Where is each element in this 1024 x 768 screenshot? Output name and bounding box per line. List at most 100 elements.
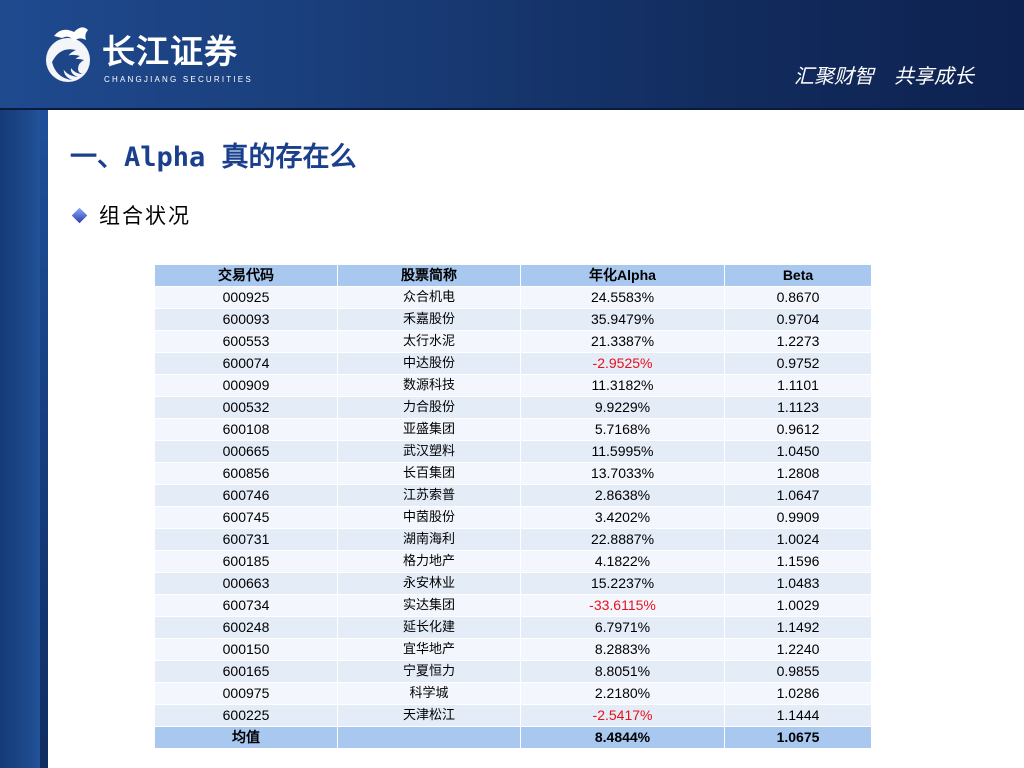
table-row: 000909 数源科技 11.3182% 1.1101 xyxy=(154,374,872,397)
cell-beta: 1.0647 xyxy=(724,484,872,507)
cell-alpha: 5.7168% xyxy=(520,418,725,441)
cell-name: 实达集团 xyxy=(337,594,521,617)
cell-alpha: 15.2237% xyxy=(520,572,725,595)
cell-alpha: 9.9229% xyxy=(520,396,725,419)
table-row: 600093 禾嘉股份 35.9479% 0.9704 xyxy=(154,308,872,331)
cell-name: 众合机电 xyxy=(337,286,521,309)
left-frame-stripe xyxy=(40,110,48,768)
table-row: 000665 武汉塑料 11.5995% 1.0450 xyxy=(154,440,872,463)
footer-alpha: 8.4844% xyxy=(520,726,725,749)
cell-alpha: -33.6115% xyxy=(520,594,725,617)
cell-name: 禾嘉股份 xyxy=(337,308,521,331)
logo-text-en: CHANGJIANG SECURITIES xyxy=(104,75,253,84)
cell-code: 600074 xyxy=(154,352,338,375)
cell-beta: 0.9855 xyxy=(724,660,872,683)
footer-beta: 1.0675 xyxy=(724,726,872,749)
section-subtitle: 组合状况 xyxy=(99,204,191,228)
cell-beta: 1.0029 xyxy=(724,594,872,617)
cell-beta: 0.9612 xyxy=(724,418,872,441)
table-row: 600856 长百集团 13.7033% 1.2808 xyxy=(154,462,872,485)
cell-name: 宁夏恒力 xyxy=(337,660,521,683)
footer-name xyxy=(337,726,521,749)
cell-name: 天津松江 xyxy=(337,704,521,727)
cell-alpha: 4.1822% xyxy=(520,550,725,573)
table-row: 000925 众合机电 24.5583% 0.8670 xyxy=(154,286,872,309)
table-row: 000532 力合股份 9.9229% 1.1123 xyxy=(154,396,872,419)
cell-beta: 1.1101 xyxy=(724,374,872,397)
cell-name: 永安林业 xyxy=(337,572,521,595)
table-row: 600553 太行水泥 21.3387% 1.2273 xyxy=(154,330,872,353)
cell-name: 宜华地产 xyxy=(337,638,521,661)
slogan: 汇聚财智 共享成长 xyxy=(794,64,974,88)
cell-name: 科学城 xyxy=(337,682,521,705)
cell-code: 600225 xyxy=(154,704,338,727)
cell-alpha: 22.8887% xyxy=(520,528,725,551)
cell-code: 000909 xyxy=(154,374,338,397)
cell-alpha: 13.7033% xyxy=(520,462,725,485)
cell-alpha: 3.4202% xyxy=(520,506,725,529)
cell-beta: 0.9752 xyxy=(724,352,872,375)
cell-name: 江苏索普 xyxy=(337,484,521,507)
header-beta: Beta xyxy=(724,264,872,287)
cell-beta: 1.2808 xyxy=(724,462,872,485)
cell-beta: 1.1444 xyxy=(724,704,872,727)
cell-beta: 1.2240 xyxy=(724,638,872,661)
cell-code: 600734 xyxy=(154,594,338,617)
footer-label: 均值 xyxy=(154,726,338,749)
table-row: 600745 中茵股份 3.4202% 0.9909 xyxy=(154,506,872,529)
table-header-row: 交易代码 股票简称 年化Alpha Beta xyxy=(154,264,872,287)
cell-alpha: 6.7971% xyxy=(520,616,725,639)
cell-code: 000663 xyxy=(154,572,338,595)
cell-code: 000975 xyxy=(154,682,338,705)
cell-code: 600108 xyxy=(154,418,338,441)
cell-name: 格力地产 xyxy=(337,550,521,573)
portfolio-table: 交易代码 股票简称 年化Alpha Beta 000925 众合机电 24.5583… xyxy=(154,264,872,749)
header-code: 交易代码 xyxy=(154,264,338,287)
bullet-item: 组合状况 xyxy=(71,200,191,230)
table-row: 000663 永安林业 15.2237% 1.0483 xyxy=(154,572,872,595)
cell-code: 000150 xyxy=(154,638,338,661)
cell-name: 亚盛集团 xyxy=(337,418,521,441)
table-row: 600108 亚盛集团 5.7168% 0.9612 xyxy=(154,418,872,441)
header-name: 股票简称 xyxy=(337,264,521,287)
cell-beta: 1.0450 xyxy=(724,440,872,463)
cell-name: 湖南海利 xyxy=(337,528,521,551)
cell-beta: 0.9909 xyxy=(724,506,872,529)
cell-name: 数源科技 xyxy=(337,374,521,397)
cell-alpha: 2.8638% xyxy=(520,484,725,507)
cell-alpha: 11.5995% xyxy=(520,440,725,463)
logo-text-cn: 长江证券 xyxy=(102,32,238,71)
diamond-bullet-icon xyxy=(71,207,88,223)
table-row: 600165 宁夏恒力 8.8051% 0.9855 xyxy=(154,660,872,683)
dragon-emblem-icon xyxy=(46,27,90,82)
table-row: 600746 江苏索普 2.8638% 1.0647 xyxy=(154,484,872,507)
cell-alpha: -2.9525% xyxy=(520,352,725,375)
cell-name: 延长化建 xyxy=(337,616,521,639)
cell-name: 武汉塑料 xyxy=(337,440,521,463)
cell-beta: 1.1492 xyxy=(724,616,872,639)
cell-beta: 1.2273 xyxy=(724,330,872,353)
cell-alpha: -2.5417% xyxy=(520,704,725,727)
table-row: 600248 延长化建 6.7971% 1.1492 xyxy=(154,616,872,639)
cell-alpha: 35.9479% xyxy=(520,308,725,331)
cell-code: 000925 xyxy=(154,286,338,309)
header-band: 长江证券 CHANGJIANG SECURITIES 汇聚财智 共享成长 xyxy=(0,0,1024,110)
table-row: 600074 中达股份 -2.9525% 0.9752 xyxy=(154,352,872,375)
cell-name: 力合股份 xyxy=(337,396,521,419)
cell-alpha: 24.5583% xyxy=(520,286,725,309)
company-logo: 长江证券 CHANGJIANG SECURITIES xyxy=(40,22,280,92)
page-title: 一、Alpha 真的存在么 xyxy=(70,142,357,173)
cell-code: 600165 xyxy=(154,660,338,683)
cell-code: 600745 xyxy=(154,506,338,529)
header-alpha: 年化Alpha xyxy=(520,264,725,287)
cell-name: 长百集团 xyxy=(337,462,521,485)
cell-code: 600093 xyxy=(154,308,338,331)
table-footer-row: 均值 8.4844% 1.0675 xyxy=(154,726,872,749)
cell-beta: 0.8670 xyxy=(724,286,872,309)
table-row: 600225 天津松江 -2.5417% 1.1444 xyxy=(154,704,872,727)
cell-alpha: 8.8051% xyxy=(520,660,725,683)
cell-code: 600746 xyxy=(154,484,338,507)
cell-alpha: 21.3387% xyxy=(520,330,725,353)
cell-code: 000665 xyxy=(154,440,338,463)
cell-beta: 1.1596 xyxy=(724,550,872,573)
